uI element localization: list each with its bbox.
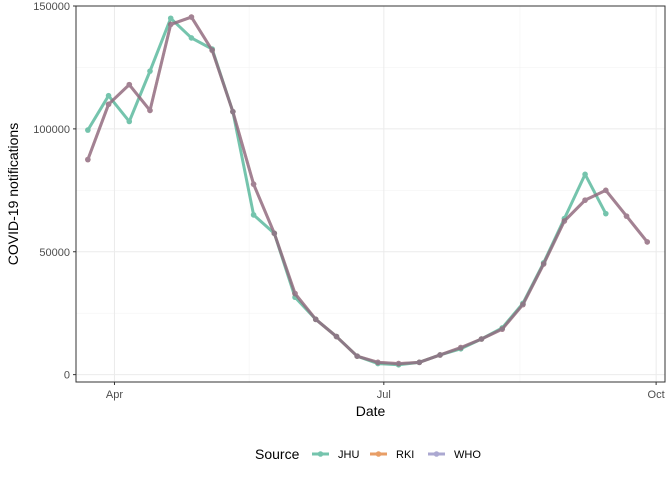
data-point-who	[582, 197, 588, 203]
minor-gridlines	[76, 6, 665, 382]
y-axis-title: COVID-19 notifications	[5, 123, 21, 265]
y-tick-label: 50000	[39, 247, 70, 259]
data-point-who	[499, 326, 506, 332]
legend-item-who: WHO	[428, 449, 481, 461]
data-point-who	[250, 181, 257, 187]
data-point-who	[603, 187, 609, 194]
legend-label-rki: RKI	[396, 449, 414, 461]
y-axis-ticks: 0 50000 100000 150000	[33, 1, 76, 382]
data-point-who	[188, 14, 195, 20]
data-point-who	[85, 156, 91, 163]
x-tick-label: Jul	[377, 389, 391, 401]
data-point-jhu	[582, 171, 588, 178]
data-point-who	[416, 359, 423, 366]
data-point-who	[623, 213, 630, 219]
legend-items: JHU RKI WHO	[312, 449, 481, 461]
data-point-who	[375, 359, 381, 366]
data-point-who	[105, 101, 112, 108]
data-point-who	[333, 333, 340, 340]
legend-key-jhu	[312, 451, 329, 457]
data-point-jhu	[85, 127, 91, 133]
data-point-jhu	[105, 92, 112, 99]
panel-border	[75, 5, 666, 383]
data-point-who	[147, 107, 153, 114]
y-tick-label: 150000	[33, 1, 70, 13]
data-point-who	[437, 352, 443, 358]
data-point-jhu	[167, 15, 174, 22]
data-point-who	[312, 316, 319, 323]
data-point-who	[644, 239, 651, 245]
data-point-who	[520, 301, 526, 308]
data-point-who	[230, 108, 236, 115]
legend-item-jhu: JHU	[312, 449, 359, 461]
data-point-jhu	[188, 35, 195, 41]
x-axis-title: Date	[356, 403, 386, 419]
data-point-who	[540, 261, 547, 267]
data-point-who	[167, 21, 174, 28]
data-point-who	[209, 47, 215, 54]
y-tick-label: 0	[64, 370, 70, 382]
legend-key-rki	[370, 451, 387, 457]
data-point-who	[126, 81, 133, 88]
x-tick-label: Oct	[648, 389, 665, 401]
data-point-jhu	[126, 118, 133, 125]
data-point-jhu	[603, 210, 609, 217]
data-point-who	[457, 344, 464, 351]
data-point-jhu	[147, 68, 153, 74]
data-point-who	[354, 353, 360, 359]
legend-item-rki: RKI	[370, 449, 414, 461]
data-point-jhu	[250, 212, 257, 218]
legend-title: Source	[255, 446, 300, 462]
data-point-who	[395, 360, 402, 367]
legend: Source JHU RKI WHO	[255, 446, 481, 462]
data-point-who	[478, 336, 485, 342]
series-line-who	[86, 15, 649, 366]
series-layer	[85, 14, 651, 368]
data-point-who	[292, 290, 298, 297]
x-tick-label: Apr	[106, 389, 123, 401]
legend-key-who	[428, 451, 445, 457]
series-who	[85, 14, 651, 367]
y-tick-label: 100000	[33, 124, 70, 136]
legend-label-jhu: JHU	[338, 449, 359, 461]
legend-label-who: WHO	[454, 449, 481, 461]
x-axis-ticks: Apr Jul Oct	[106, 382, 665, 401]
data-point-who	[561, 218, 568, 224]
data-point-who	[271, 230, 278, 237]
